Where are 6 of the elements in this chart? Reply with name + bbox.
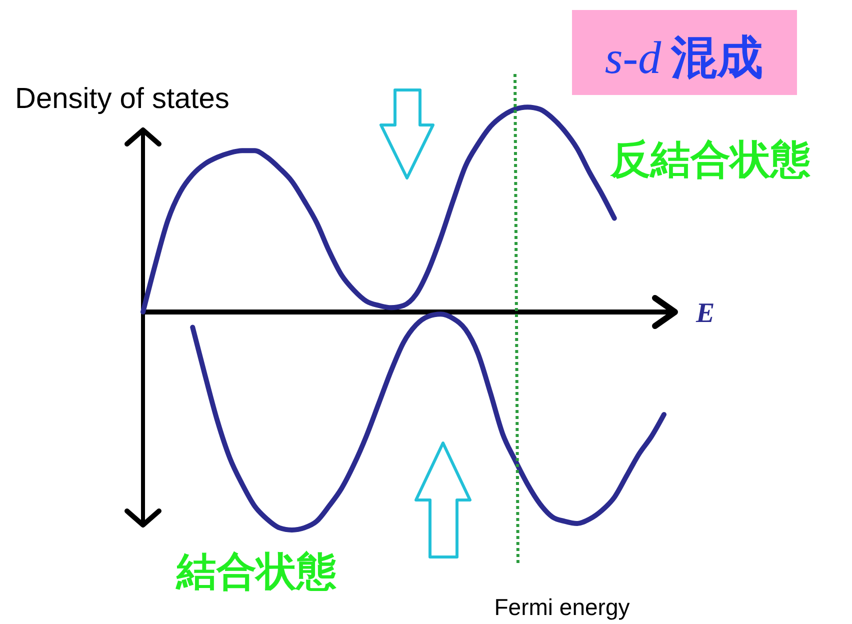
y-axis-title: Density of states xyxy=(15,83,230,115)
text: Fermi energy xyxy=(494,594,630,620)
series-label: 結合状態 xyxy=(176,550,337,594)
x-axis-title: E xyxy=(695,298,715,329)
chart-title: s-d 混成 xyxy=(604,31,764,83)
series-label: 反結合状態 xyxy=(609,138,810,182)
